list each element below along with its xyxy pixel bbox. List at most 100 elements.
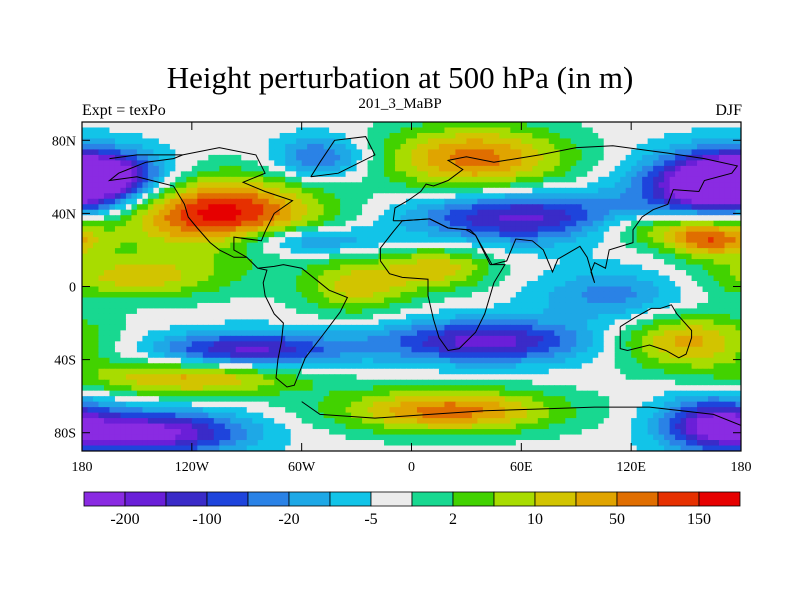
field-cell xyxy=(416,182,424,189)
field-cell xyxy=(647,313,654,320)
field-cell xyxy=(493,143,500,151)
field-cell xyxy=(411,209,418,216)
field-cell xyxy=(724,193,731,200)
field-cell xyxy=(570,291,577,299)
field-cell xyxy=(427,242,435,249)
field-cell xyxy=(691,242,698,249)
field-cell xyxy=(576,270,583,277)
field-cell xyxy=(554,308,561,315)
field-cell xyxy=(241,319,248,326)
field-cell xyxy=(416,215,424,222)
field-cell xyxy=(642,154,649,161)
field-cell xyxy=(318,122,325,129)
field-cell xyxy=(345,324,352,331)
field-cell xyxy=(279,226,286,233)
field-cell xyxy=(664,143,671,151)
field-cell xyxy=(471,165,478,172)
field-cell xyxy=(702,138,709,145)
field-cell xyxy=(175,346,182,353)
field-cell xyxy=(702,319,709,326)
field-cell xyxy=(103,154,111,161)
field-cell xyxy=(702,198,709,205)
field-cell xyxy=(609,215,616,222)
field-cell xyxy=(658,127,665,134)
field-cell xyxy=(438,122,446,129)
field-cell xyxy=(296,324,303,331)
field-cell xyxy=(691,127,698,134)
field-cell xyxy=(301,281,308,288)
field-cell xyxy=(669,324,676,331)
field-cell xyxy=(642,231,649,238)
field-cell xyxy=(631,248,638,255)
field-cell xyxy=(422,242,429,249)
field-cell xyxy=(389,297,396,304)
field-cell xyxy=(642,275,649,282)
field-cell xyxy=(224,330,231,337)
field-cell xyxy=(131,341,138,348)
field-cell xyxy=(224,165,231,172)
field-cell xyxy=(460,319,468,326)
field-cell xyxy=(82,204,89,211)
field-cell xyxy=(219,308,226,315)
field-cell xyxy=(691,335,698,342)
field-cell xyxy=(697,143,704,151)
field-cell xyxy=(515,160,522,167)
field-cell xyxy=(246,302,253,310)
field-cell xyxy=(499,253,506,260)
field-cell xyxy=(301,149,308,156)
field-cell xyxy=(510,281,517,288)
field-cell xyxy=(642,291,649,299)
field-cell xyxy=(202,313,209,320)
field-cell xyxy=(323,302,330,310)
field-cell xyxy=(713,253,720,260)
field-cell xyxy=(164,324,171,331)
field-cell xyxy=(587,193,594,200)
field-cell xyxy=(620,286,627,293)
field-cell xyxy=(230,242,237,249)
field-cell xyxy=(92,127,100,134)
field-cell xyxy=(510,215,517,222)
field-cell xyxy=(257,182,264,189)
field-cell xyxy=(482,127,489,134)
field-cell xyxy=(411,308,418,315)
field-cell xyxy=(719,248,726,255)
field-cell xyxy=(208,204,215,211)
field-cell xyxy=(719,302,726,310)
field-cell xyxy=(274,319,281,326)
field-cell xyxy=(257,176,264,183)
field-cell xyxy=(675,220,682,227)
field-cell xyxy=(493,171,500,178)
field-cell xyxy=(620,308,627,315)
field-cell xyxy=(565,143,572,151)
field-cell xyxy=(548,248,555,255)
field-cell xyxy=(438,204,446,211)
field-cell xyxy=(625,319,632,326)
field-cell xyxy=(285,346,292,353)
field-cell xyxy=(186,324,193,331)
field-cell xyxy=(422,204,429,211)
field-cell xyxy=(208,253,215,260)
field-cell xyxy=(471,341,478,348)
field-cell xyxy=(395,308,402,315)
field-cell xyxy=(290,193,297,200)
field-cell xyxy=(697,264,704,271)
field-cell xyxy=(554,313,561,320)
field-cell xyxy=(318,313,325,320)
field-cell xyxy=(329,231,336,238)
field-cell xyxy=(686,291,693,299)
field-cell xyxy=(180,154,187,161)
field-cell xyxy=(125,319,133,326)
field-cell xyxy=(191,248,198,255)
field-cell xyxy=(230,132,237,140)
field-cell xyxy=(515,198,522,205)
field-cell xyxy=(598,281,605,288)
field-cell xyxy=(197,259,204,266)
field-cell xyxy=(120,171,127,178)
field-cell xyxy=(460,286,468,293)
field-cell xyxy=(719,286,726,293)
field-cell xyxy=(318,346,325,353)
field-cell xyxy=(708,187,715,194)
field-cell xyxy=(532,204,539,211)
field-cell xyxy=(224,324,231,331)
field-cell xyxy=(620,209,627,216)
